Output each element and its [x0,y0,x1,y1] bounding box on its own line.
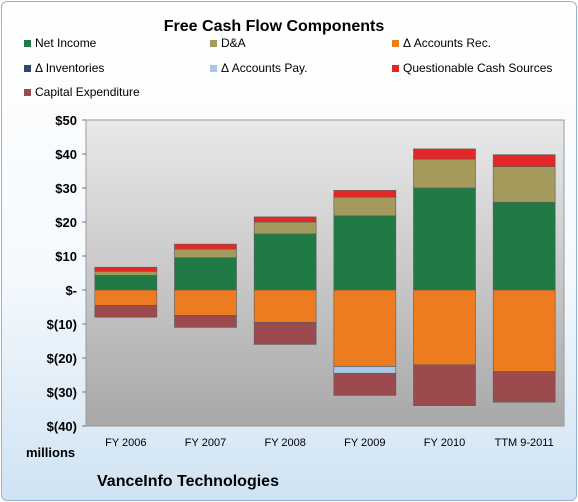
legend-label: Δ Accounts Rec. [403,36,491,50]
chart-title: Free Cash Flow Components [164,18,385,35]
legend-swatch [24,89,31,96]
bar-segment [333,215,397,291]
bar-segment [94,270,158,276]
bar-segment [253,233,317,291]
bar-stacks [94,148,556,406]
bar-segment [333,289,397,367]
y-tick-label: $(10) [47,317,77,332]
legend-swatch [24,40,31,47]
legend-label: Δ Inventories [35,61,104,75]
legend-label: Questionable Cash Sources [403,61,552,75]
bar-segment [94,266,158,272]
bar-segment [174,289,237,316]
chart-legend: Net Income D&A Δ Accounts Rec. Δ Inventorie… [24,36,552,99]
x-tick-label: FY 2007 [185,437,226,449]
bar-segment [253,216,317,223]
bar-segment [492,289,556,372]
legend-swatch [24,65,31,72]
bar-segment [174,315,237,328]
bar-segment [94,275,158,291]
bar-segment [253,221,317,235]
bar-segment [94,289,158,306]
bar-segment [174,257,237,291]
legend-label: Net Income [35,36,97,50]
bar-segment [333,372,397,396]
bar-segment [333,196,397,217]
bar-segment [253,289,317,323]
bar-segment [492,166,556,203]
bar-segment [413,158,476,189]
y-axis: $50 $40 $30 $20 $10 $- $(10) $(20) $(30) $(40) [47,113,86,434]
bar-segment [253,321,317,345]
bar-segment [413,187,476,291]
y-tick-label: $20 [55,215,77,230]
bar-segment [174,248,237,258]
legend-label: D&A [221,36,246,50]
y-tick-label: $- [65,283,77,298]
x-tick-label: TTM 9-2011 [495,437,554,449]
x-tick-label: FY 2010 [424,437,465,449]
y-tick-label: $40 [55,147,77,162]
legend-label: Δ Accounts Pay. [221,61,308,75]
x-axis: FY 2006 FY 2007 FY 2008 FY 2009 FY 2010 TTM 9… [105,437,554,449]
y-tick-label: $(20) [47,351,77,366]
x-tick-label: FY 2006 [105,437,146,449]
legend-swatch [210,65,217,72]
x-tick-label: FY 2008 [264,437,305,449]
bar-segment [333,190,397,198]
legend-label: Capital Expenditure [35,85,140,99]
bar-segment [492,201,556,291]
bar-segment [413,364,476,406]
bar-segment [94,304,158,318]
y-tick-label: $50 [55,113,77,128]
y-tick-label: $(40) [47,419,77,434]
bar-segment [413,289,476,366]
legend-swatch [392,65,399,72]
y-tick-label: $30 [55,181,77,196]
y-axis-unit-label: millions [26,445,75,460]
legend-swatch [210,40,217,47]
legend-swatch [392,40,399,47]
y-tick-label: $10 [55,249,77,264]
plot-area [85,119,565,427]
bar-segment [333,366,397,374]
y-tick-label: $(30) [47,385,77,400]
x-tick-label: FY 2009 [344,437,385,449]
bar-segment [492,371,556,403]
bar-segment [413,148,476,160]
bar-segment [174,243,237,250]
bar-segment [492,154,556,167]
company-name: VanceInfo Technologies [97,473,279,490]
